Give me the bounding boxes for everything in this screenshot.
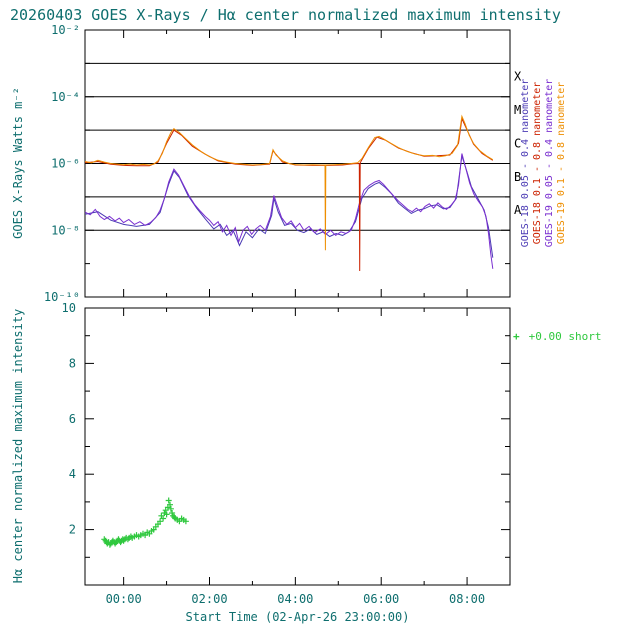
flare-class-letter: X xyxy=(514,70,522,84)
xaxis-label: Start Time (02-Apr-26 23:00:00) xyxy=(186,610,410,624)
halpha-panel: 2 4 6 8 10 Hα center normalized maximum inten… xyxy=(11,301,511,624)
short-series-legend: + +0.00 short xyxy=(513,330,601,343)
xray-ylabel: GOES X-Rays Watts m⁻² xyxy=(11,87,25,239)
xtick-label: 06:00 xyxy=(363,592,399,606)
xtick-label: 00:00 xyxy=(106,592,142,606)
xtick-label: 02:00 xyxy=(191,592,227,606)
flare-class-letter: M xyxy=(514,103,521,117)
series-goes19-long xyxy=(84,114,494,251)
xray-ytick-label: 10⁻² xyxy=(51,23,80,37)
right-legend-1: GOES-18 0.1 - 0.8 nanometer xyxy=(532,82,543,245)
halpha-ytick-label: 2 xyxy=(69,523,76,537)
page-title: 20260403 GOES X-Rays / Hα center normali… xyxy=(10,6,561,24)
scatter-halpha-short xyxy=(101,497,189,548)
right-legend-2: GOES-19 0.05 - 0.4 nanometer xyxy=(544,79,555,248)
right-legend-0: GOES-18 0.05 - 0.4 nanometer xyxy=(520,79,531,248)
halpha-ylabel: Hα center normalized maximum intensity xyxy=(11,309,25,584)
xray-ytick-label: 10⁻⁸ xyxy=(51,223,80,237)
xray-ytick-label: 10⁻⁴ xyxy=(51,90,80,104)
short-legend-label: +0.00 short xyxy=(528,330,602,343)
halpha-panel-border xyxy=(84,307,511,586)
series-goes19-short xyxy=(84,153,494,269)
plus-marker-icon: + xyxy=(513,330,520,343)
right-legend-3: GOES-19 0.1 - 0.8 nanometer xyxy=(556,82,567,245)
xray-ytick-label: 10⁻¹⁰ xyxy=(44,290,80,304)
flare-class-letter: B xyxy=(514,170,521,184)
flare-class-letter: C xyxy=(514,136,521,150)
xray-ytick-label: 10⁻⁶ xyxy=(51,157,80,171)
halpha-ytick-label: 8 xyxy=(69,356,76,370)
xtick-label: 08:00 xyxy=(449,592,485,606)
series-goes18-long xyxy=(84,116,494,272)
halpha-ytick-label: 10 xyxy=(62,301,76,315)
halpha-ytick-label: 4 xyxy=(69,467,76,481)
xtick-label: 04:00 xyxy=(277,592,313,606)
flare-class-letter: A xyxy=(514,203,522,217)
halpha-ytick-label: 6 xyxy=(69,412,76,426)
